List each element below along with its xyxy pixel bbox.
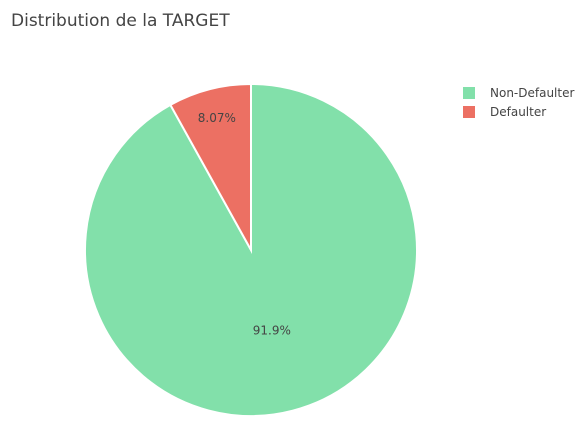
pie-slice-defaulter[interactable] [169,82,252,254]
legend-swatch-non-defaulter [463,87,475,99]
legend-label-defaulter: Defaulter [490,105,546,119]
chart-title: Distribution de la TARGET [11,11,230,31]
legend[interactable]: Non-Defaulter Defaulter [463,86,574,119]
legend-label-non-defaulter: Non-Defaulter [490,86,574,100]
pie-label-defaulter: 8.07% [198,111,236,125]
pie-slice-labels: 91.9% 8.07% [198,111,291,337]
pie-label-non-defaulter: 91.9% [253,323,291,337]
pie-slices [84,82,418,417]
legend-swatch-defaulter [463,106,475,118]
legend-item-defaulter[interactable]: Defaulter [463,105,546,119]
legend-item-non-defaulter[interactable]: Non-Defaulter [463,86,574,100]
